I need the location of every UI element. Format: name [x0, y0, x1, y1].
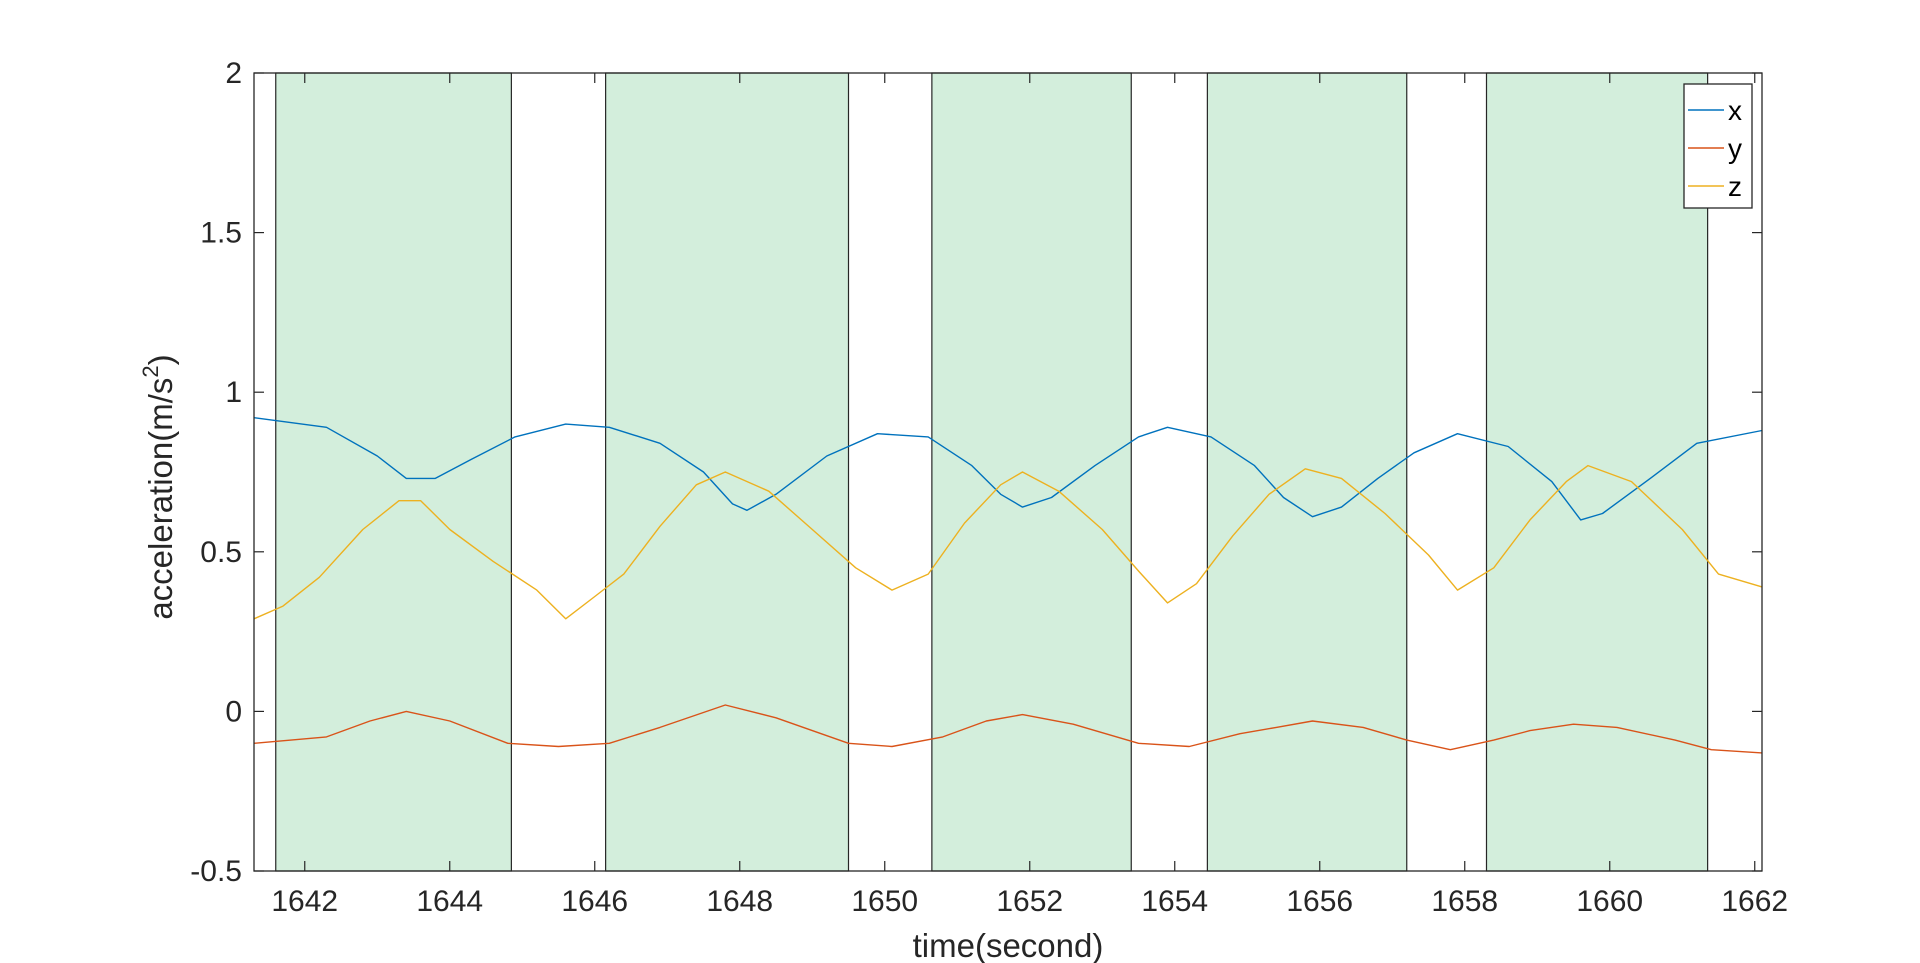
- y-axis-label-suffix: ): [142, 354, 179, 365]
- shaded-interval-5: [1485, 72, 1709, 872]
- x-tick-label: 1654: [1141, 885, 1208, 918]
- shaded-interval-2: [605, 72, 850, 872]
- shaded-interval-3: [931, 72, 1132, 872]
- legend-label-x: x: [1728, 95, 1742, 126]
- y-tick-labels: -0.5 0 0.5 1 1.5 2: [190, 57, 242, 888]
- x-tick-label: 1644: [416, 885, 483, 918]
- x-tick-label: 1662: [1721, 885, 1788, 918]
- x-tick-label: 1642: [271, 885, 338, 918]
- series-line-x: [253, 417, 1763, 521]
- legend-box: [1683, 83, 1753, 209]
- y-tick-label: -0.5: [190, 855, 242, 888]
- x-tick-label: 1652: [996, 885, 1063, 918]
- y-tick-label: 0: [225, 695, 242, 728]
- x-axis-label: time(second): [913, 927, 1104, 963]
- shaded-interval-1: [275, 72, 512, 872]
- y-axis-label-superscript: 2: [138, 365, 163, 377]
- y-axis-label: acceleration(m/s2): [138, 354, 179, 619]
- x-tick-label: 1656: [1286, 885, 1353, 918]
- series-line-y: [253, 704, 1763, 754]
- x-tick-labels: 1642 1644 1646 1648 1650 1652 1654 1656 1658 1660…: [271, 885, 1788, 918]
- series-line-z: [253, 464, 1763, 620]
- x-tick-label: 1648: [706, 885, 773, 918]
- y-tick-label: 0.5: [200, 536, 242, 569]
- shaded-intervals: [275, 72, 1709, 872]
- y-tick-label: 1.5: [200, 217, 242, 250]
- legend-label-z: z: [1728, 171, 1742, 202]
- shaded-interval-4: [1206, 72, 1408, 872]
- legend-label-y: y: [1728, 133, 1742, 164]
- plot-area-border: [253, 72, 1763, 872]
- legend: xyz: [1683, 83, 1753, 209]
- x-tick-label: 1660: [1576, 885, 1643, 918]
- axis-ticks: [254, 72, 1762, 872]
- x-tick-label: 1650: [851, 885, 918, 918]
- x-tick-label: 1658: [1431, 885, 1498, 918]
- legend-entries: xyz: [1688, 95, 1742, 202]
- x-tick-label: 1646: [561, 885, 628, 918]
- y-axis-label-main: acceleration(m/s: [142, 378, 179, 620]
- y-tick-label: 2: [225, 57, 242, 90]
- series-lines: [253, 417, 1763, 754]
- y-tick-label: 1: [225, 376, 242, 409]
